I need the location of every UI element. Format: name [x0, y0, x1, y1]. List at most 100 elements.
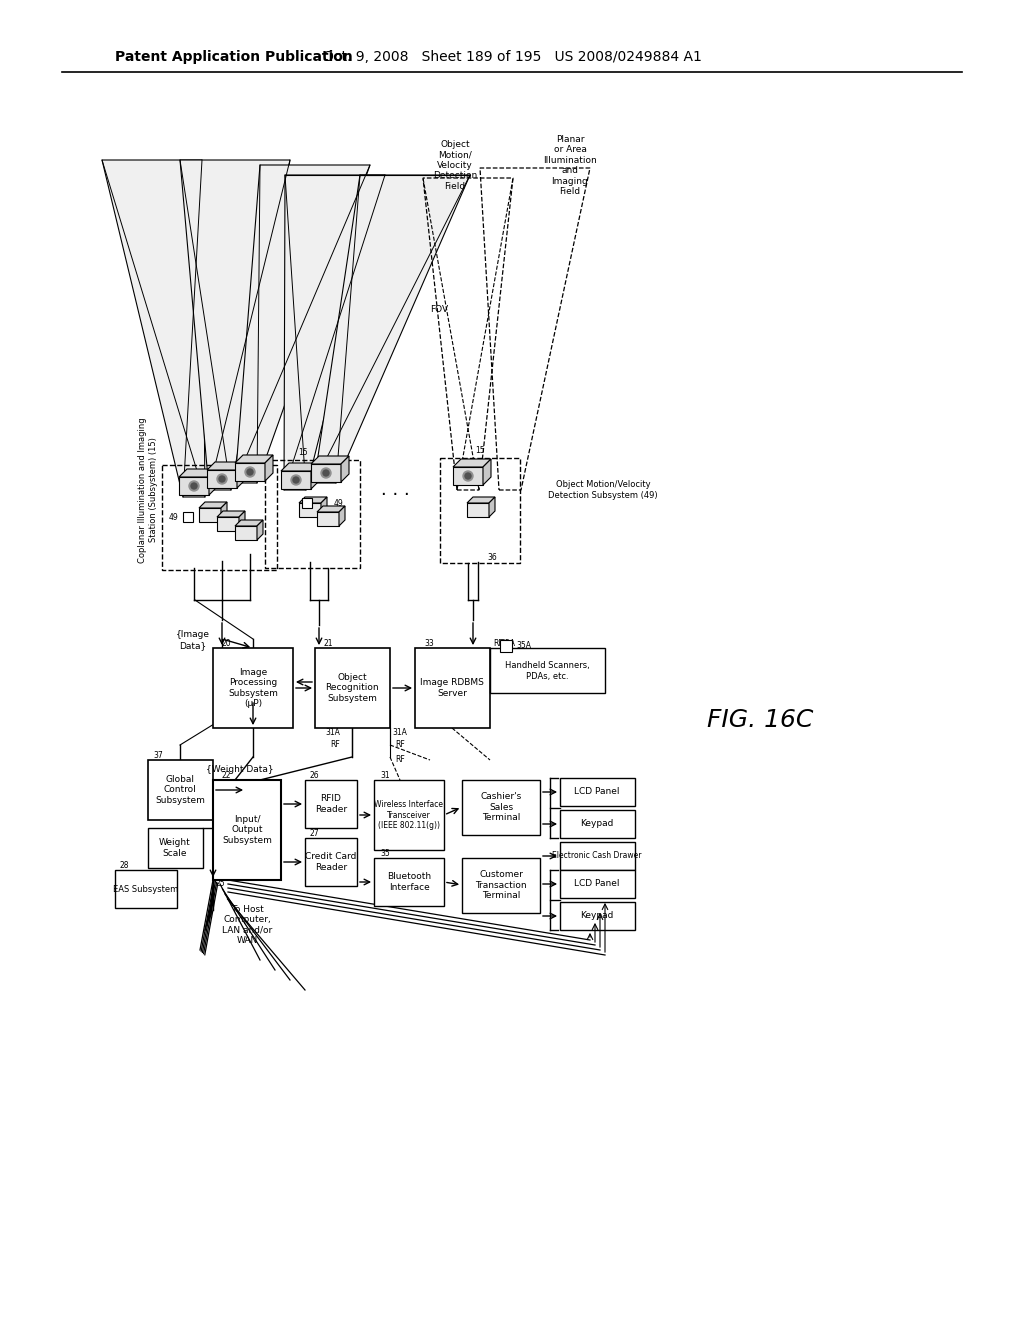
Text: 28: 28 [120, 861, 129, 870]
Polygon shape [209, 469, 217, 495]
Text: {Weight Data}: {Weight Data} [206, 766, 273, 775]
Bar [440, 458, 520, 564]
Polygon shape [483, 459, 490, 484]
Polygon shape [265, 455, 273, 480]
Text: Bluetooth
Interface: Bluetooth Interface [387, 873, 431, 892]
Bar [115, 870, 177, 908]
Polygon shape [221, 502, 227, 521]
Circle shape [293, 477, 299, 483]
Text: FIG. 16C: FIG. 16C [707, 708, 813, 733]
Text: . . .: . . . [381, 480, 410, 499]
Polygon shape [299, 498, 327, 503]
Bar [560, 902, 635, 931]
Polygon shape [317, 506, 345, 512]
Text: Keypad: Keypad [581, 820, 613, 829]
Bar [467, 503, 489, 517]
Bar [148, 760, 213, 820]
Bar [560, 870, 635, 898]
Text: 15: 15 [298, 447, 308, 457]
Polygon shape [339, 506, 345, 525]
Bar [453, 467, 483, 484]
Bar [560, 777, 635, 807]
Bar [462, 780, 540, 836]
Circle shape [323, 470, 329, 477]
Polygon shape [311, 455, 349, 465]
Polygon shape [180, 160, 290, 490]
Text: RF: RF [493, 639, 503, 648]
Bar [311, 465, 341, 482]
Text: Cashier's
Sales
Terminal: Cashier's Sales Terminal [480, 792, 521, 822]
Polygon shape [207, 462, 245, 470]
Text: 22: 22 [222, 771, 231, 780]
Bar [148, 828, 203, 869]
Bar [234, 525, 257, 540]
Circle shape [465, 473, 471, 479]
Circle shape [191, 483, 197, 488]
Bar [490, 648, 605, 693]
Text: LCD Panel: LCD Panel [574, 879, 620, 888]
Bar [234, 463, 265, 480]
Bar [199, 508, 221, 521]
Text: Image
Processing
Subsystem
(μP): Image Processing Subsystem (μP) [228, 668, 278, 708]
Bar [374, 780, 444, 850]
Text: 25: 25 [215, 879, 225, 887]
Bar [374, 858, 444, 906]
Text: Customer
Transaction
Terminal: Customer Transaction Terminal [475, 870, 526, 900]
Bar [183, 512, 193, 521]
Text: 31A: 31A [325, 729, 340, 737]
Bar [217, 517, 239, 531]
Text: 20: 20 [222, 639, 231, 648]
Bar [281, 471, 311, 488]
Polygon shape [234, 520, 263, 525]
Bar [162, 465, 278, 570]
Polygon shape [239, 511, 245, 531]
Bar [560, 810, 635, 838]
Text: Object
Motion/
Velocity
Detection
Field: Object Motion/ Velocity Detection Field [433, 140, 477, 190]
Polygon shape [311, 463, 319, 488]
Bar [305, 780, 357, 828]
Bar [265, 459, 360, 568]
Text: Wireless Interface
Transceiver
(IEEE 802.11(g)): Wireless Interface Transceiver (IEEE 802… [375, 800, 443, 830]
Text: 33: 33 [424, 639, 434, 648]
Text: RF: RF [330, 741, 340, 748]
Text: 26: 26 [310, 771, 319, 780]
Text: LCD Panel: LCD Panel [574, 788, 620, 796]
Polygon shape [321, 498, 327, 517]
Bar [415, 648, 490, 729]
Text: 36: 36 [487, 553, 497, 562]
Circle shape [189, 480, 199, 491]
Text: RF: RF [395, 755, 404, 764]
Bar [560, 842, 635, 870]
Text: Image RDBMS
Server: Image RDBMS Server [420, 678, 484, 698]
Polygon shape [234, 455, 273, 463]
Bar [213, 780, 281, 880]
Polygon shape [314, 176, 470, 483]
Text: 15: 15 [475, 446, 484, 455]
Polygon shape [341, 455, 349, 482]
Text: FOV: FOV [430, 305, 449, 314]
Text: Electronic Cash Drawer: Electronic Cash Drawer [552, 851, 642, 861]
Text: RFID
Reader: RFID Reader [315, 795, 347, 813]
Circle shape [219, 477, 225, 482]
Text: 35: 35 [380, 849, 390, 858]
Polygon shape [467, 498, 495, 503]
Text: 35A: 35A [516, 642, 531, 651]
Text: 49: 49 [168, 512, 178, 521]
Text: 31A: 31A [392, 729, 408, 737]
Polygon shape [199, 502, 227, 508]
Text: 37: 37 [153, 751, 163, 760]
Text: To Host
Computer,
LAN and/or
WAN: To Host Computer, LAN and/or WAN [222, 906, 272, 945]
Text: Handheld Scanners,
PDAs, etc.: Handheld Scanners, PDAs, etc. [505, 661, 590, 681]
Polygon shape [102, 160, 205, 498]
Bar [213, 648, 293, 729]
Bar [317, 512, 339, 525]
Bar [179, 477, 209, 495]
Text: Patent Application Publication: Patent Application Publication [115, 50, 352, 63]
Bar [462, 858, 540, 913]
Text: 49: 49 [334, 499, 344, 507]
Circle shape [245, 467, 255, 477]
Text: Oct. 9, 2008   Sheet 189 of 195   US 2008/0249884 A1: Oct. 9, 2008 Sheet 189 of 195 US 2008/02… [323, 50, 701, 63]
Circle shape [321, 469, 331, 478]
Polygon shape [237, 462, 245, 488]
Text: {Image
Data}: {Image Data} [176, 630, 210, 649]
